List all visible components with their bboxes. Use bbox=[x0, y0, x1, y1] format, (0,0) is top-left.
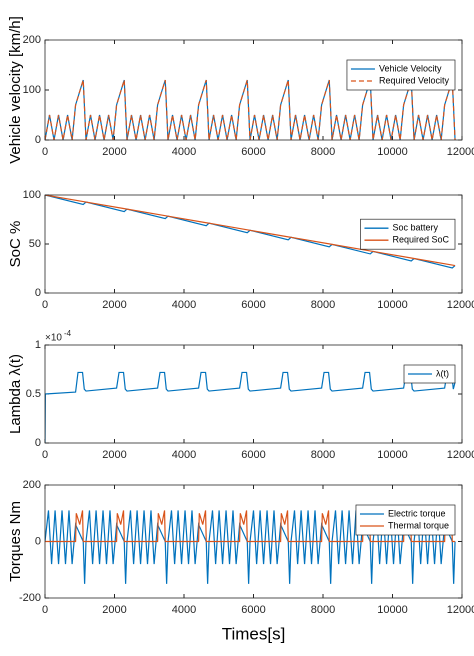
y-axis-label: Lambda λ(t) bbox=[7, 354, 24, 434]
y-tick-label: 200 bbox=[23, 479, 41, 491]
x-tick-label: 4000 bbox=[172, 449, 196, 461]
x-tick-label: 10000 bbox=[377, 299, 408, 311]
legend-box bbox=[360, 218, 456, 250]
x-tick-label: 8000 bbox=[311, 449, 335, 461]
x-tick-label: 4000 bbox=[172, 146, 196, 158]
legend: λ(t) bbox=[403, 364, 456, 384]
legend: Soc battery Required SoC bbox=[360, 218, 456, 250]
legend-box bbox=[346, 59, 456, 91]
legend: Electric torque Thermal torque bbox=[355, 504, 456, 536]
y-tick-label: 100 bbox=[23, 84, 41, 96]
legend-label: Required SoC bbox=[392, 235, 449, 245]
axes-box bbox=[44, 344, 463, 444]
legend-label: λ(t) bbox=[436, 368, 449, 378]
x-tick-label: 2000 bbox=[102, 449, 126, 461]
x-tick-label: 0 bbox=[42, 299, 48, 311]
y-tick-label: 100 bbox=[23, 189, 41, 201]
x-tick-label: 6000 bbox=[241, 299, 265, 311]
y-axis-label: SoC % bbox=[7, 221, 24, 268]
axes-box bbox=[44, 39, 463, 141]
y-tick-label: 0 bbox=[35, 134, 41, 146]
x-tick-label: 12000 bbox=[447, 449, 474, 461]
x-tick-label: 12000 bbox=[447, 146, 474, 158]
x-tick-label: 10000 bbox=[377, 146, 408, 158]
x-tick-label: 2000 bbox=[102, 604, 126, 616]
series-line bbox=[45, 79, 456, 140]
legend-label: Vehicle Velocity bbox=[379, 63, 442, 73]
y-axis-label: Vehicle velocity [km/h] bbox=[7, 16, 24, 164]
y-multiplier-exponent: -4 bbox=[64, 329, 72, 338]
y-tick-label: 0 bbox=[35, 437, 41, 449]
y-multiplier: ×10 bbox=[45, 333, 62, 344]
x-tick-label: 8000 bbox=[311, 299, 335, 311]
x-tick-label: 2000 bbox=[102, 299, 126, 311]
x-tick-label: 12000 bbox=[447, 604, 474, 616]
plot-area bbox=[45, 345, 462, 443]
x-tick-label: 4000 bbox=[172, 299, 196, 311]
x-tick-label: 6000 bbox=[241, 449, 265, 461]
y-tick-label: -200 bbox=[19, 592, 41, 604]
x-tick-label: 0 bbox=[42, 449, 48, 461]
y-tick-label: 0 bbox=[35, 287, 41, 299]
legend-label: Thermal torque bbox=[388, 520, 449, 530]
y-tick-label: 0 bbox=[35, 535, 41, 547]
x-tick-label: 0 bbox=[42, 604, 48, 616]
legend-box bbox=[355, 504, 456, 536]
y-axis-label: Torques Nm bbox=[7, 501, 24, 582]
x-tick-label: 2000 bbox=[102, 146, 126, 158]
y-tick-label: 200 bbox=[23, 34, 41, 46]
x-axis-label: Times[s] bbox=[222, 624, 286, 643]
x-tick-label: 12000 bbox=[447, 299, 474, 311]
axes-box bbox=[44, 194, 463, 294]
legend-label: Soc battery bbox=[392, 223, 438, 233]
y-tick-label: 1 bbox=[35, 339, 41, 351]
x-tick-label: 8000 bbox=[311, 604, 335, 616]
axes-box bbox=[44, 484, 463, 599]
y-tick-label: 50 bbox=[29, 238, 41, 250]
legend: Vehicle Velocity Required Velocity bbox=[346, 59, 456, 91]
x-tick-label: 10000 bbox=[377, 449, 408, 461]
legend-label: Required Velocity bbox=[379, 75, 450, 85]
x-tick-label: 6000 bbox=[241, 146, 265, 158]
series-line bbox=[45, 195, 456, 267]
x-tick-label: 6000 bbox=[241, 604, 265, 616]
x-tick-label: 4000 bbox=[172, 604, 196, 616]
x-tick-label: 8000 bbox=[311, 146, 335, 158]
legend-label: Electric torque bbox=[388, 508, 446, 518]
x-tick-label: 0 bbox=[42, 146, 48, 158]
x-tick-label: 10000 bbox=[377, 604, 408, 616]
y-tick-label: 0.5 bbox=[26, 388, 41, 400]
